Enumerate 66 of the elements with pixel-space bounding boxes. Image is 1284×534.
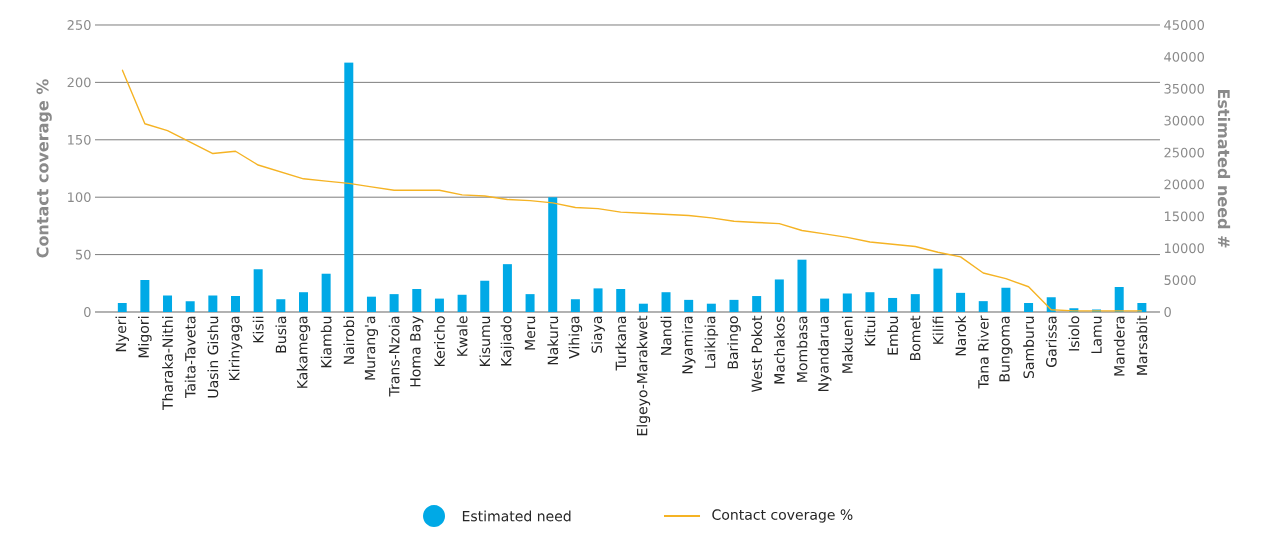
x-tick-label: Nyandarua xyxy=(817,316,832,392)
y2-tick-label: 0 xyxy=(1164,307,1171,317)
y-axis-title: Contact coverage % xyxy=(36,79,52,258)
y-tick-label: 0 xyxy=(84,307,91,317)
y2-tick-label: 15000 xyxy=(1164,211,1204,222)
y2-tick-label: 10000 xyxy=(1164,243,1204,254)
x-tick-label: Kilifi xyxy=(932,316,944,344)
legend-label: Estimated need xyxy=(462,510,571,522)
y2-tick-label: 25000 xyxy=(1164,147,1204,158)
x-tick-label: Tana River xyxy=(977,315,989,389)
x-tick-label: Busia xyxy=(275,316,287,353)
x-tick-label: Kisii xyxy=(252,316,264,343)
x-tick-label: Nairobi xyxy=(343,316,355,364)
x-tick-label: Elgeyo-Marakwet xyxy=(636,315,651,436)
x-tick-label: Garissa xyxy=(1045,316,1057,367)
x-tick-label: Migori xyxy=(138,316,152,358)
x-tick-label: Marsabit xyxy=(1136,315,1148,375)
x-tick-label: Uasin Gishu xyxy=(207,316,219,398)
y2-tick-label: 30000 xyxy=(1164,115,1204,126)
x-tick-label: Taita-Taveta xyxy=(184,316,196,398)
y-tick-label: 250 xyxy=(67,20,91,30)
x-tick-label: Tharaka-Nithi xyxy=(162,316,173,411)
legend-label: Contact coverage % xyxy=(712,509,853,523)
x-tick-label: Vihiga xyxy=(568,316,583,359)
x-tick-label: Nyamira xyxy=(681,316,696,374)
y2-tick-label: 35000 xyxy=(1164,83,1204,94)
x-tick-label: Murang'a xyxy=(364,316,379,380)
x-tick-label: Bungoma xyxy=(999,316,1013,382)
y-tick-label: 50 xyxy=(75,249,91,260)
x-tick-label: Nandi xyxy=(660,316,672,355)
x-tick-label: Isiolo xyxy=(1068,316,1080,351)
x-tick-label: Trans-Nzoia xyxy=(388,316,400,397)
x-tick-label: Makueni xyxy=(841,316,853,373)
x-tick-label: Bomet xyxy=(910,315,921,361)
x-tick-label: Mombasa xyxy=(796,316,808,382)
x-tick-label: Samburu xyxy=(1023,316,1034,379)
x-tick-label: Baringo xyxy=(727,316,741,369)
x-tick-label: Kericho xyxy=(434,316,445,367)
x-tick-label: Lamu xyxy=(1091,316,1102,354)
y-tick-label: 100 xyxy=(68,192,91,203)
x-tick-label: Kiambu xyxy=(320,316,332,368)
x-tick-label: Kakamega xyxy=(296,316,311,388)
x-tick-label: Turkana xyxy=(615,316,627,371)
x-tick-label: Embu xyxy=(887,316,899,355)
x-tick-label: Siaya xyxy=(591,316,605,353)
y-tick-label: 150 xyxy=(68,134,91,145)
x-tick-label: Narok xyxy=(955,315,967,356)
y2-tick-label: 40000 xyxy=(1164,51,1204,62)
y2-tick-label: 20000 xyxy=(1164,179,1204,190)
y2-tick-label: 45000 xyxy=(1164,20,1204,30)
x-tick-label: Kajiado xyxy=(500,316,515,366)
x-tick-label: Kitui xyxy=(864,316,876,346)
x-tick-label: Nyeri xyxy=(115,316,129,352)
y2-tick-label: 5000 xyxy=(1164,275,1196,286)
x-tick-label: Mandera xyxy=(1113,316,1125,376)
x-tick-label: Kisumu xyxy=(479,316,491,366)
y2-axis-title: Estimated need # xyxy=(1217,89,1231,248)
x-tick-label: Meru xyxy=(524,316,536,350)
x-tick-label: Machakos xyxy=(773,316,785,384)
x-tick-label: Laikipia xyxy=(704,316,719,368)
x-tick-label: Kirinyaga xyxy=(228,316,243,381)
x-tick-label: Homa Bay xyxy=(410,315,424,387)
x-tick-label: Kwale xyxy=(456,316,468,356)
x-tick-label: West Pokot xyxy=(751,315,763,393)
y-tick-label: 200 xyxy=(67,77,91,88)
x-tick-label: Nakuru xyxy=(547,316,559,365)
